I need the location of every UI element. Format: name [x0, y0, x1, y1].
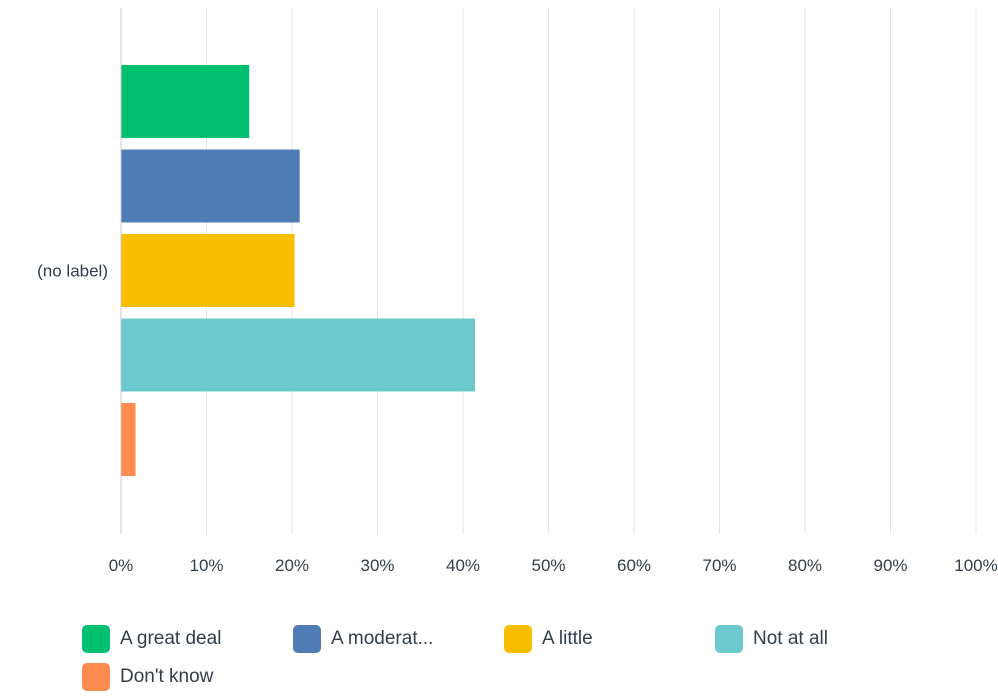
- legend-label: A little: [542, 628, 593, 649]
- legend-swatch: [504, 625, 532, 653]
- x-tick-label: 90%: [873, 556, 907, 575]
- x-tick-label: 0%: [109, 556, 134, 575]
- bar-don-t-know[interactable]: [121, 403, 136, 476]
- legend-item-a-moderately: A moderat...: [293, 624, 433, 654]
- x-tick-label: 40%: [446, 556, 480, 575]
- category-label: (no label): [37, 262, 108, 281]
- x-tick-label: 60%: [617, 556, 651, 575]
- legend-swatch: [293, 625, 321, 653]
- legend-swatch: [82, 663, 110, 691]
- legend-label: A moderat...: [331, 628, 434, 649]
- x-tick-label: 20%: [275, 556, 309, 575]
- legend-item-not-at-all: Not at all: [715, 624, 828, 654]
- x-tick-label: 80%: [788, 556, 822, 575]
- legend-label: Not at all: [753, 628, 828, 649]
- legend-label: A great deal: [120, 628, 222, 649]
- x-tick-label: 10%: [189, 556, 223, 575]
- x-tick-label: 100%: [954, 556, 997, 575]
- bar-not-at-all[interactable]: [121, 318, 475, 392]
- legend-item-a-great-deal: A great deal: [82, 624, 221, 654]
- x-tick-label: 70%: [702, 556, 736, 575]
- bar-group: [121, 65, 475, 476]
- x-tick-label: 50%: [531, 556, 565, 575]
- x-axis-ticks: 0% 10% 20% 30% 40% 50% 60% 70% 80% 90% 100%: [109, 556, 998, 575]
- bar-a-moderat[interactable]: [121, 149, 300, 223]
- legend-swatch: [82, 625, 110, 653]
- gridlines: [206, 8, 977, 534]
- legend-item-a-little: A little: [504, 624, 593, 654]
- legend-label: Don't know: [120, 666, 214, 687]
- legend-item-dont-know: Don't know: [82, 662, 213, 692]
- x-tick-label: 30%: [360, 556, 394, 575]
- bar-a-great-deal[interactable]: [121, 65, 250, 138]
- bar-a-little[interactable]: [121, 234, 295, 307]
- legend-swatch: [715, 625, 743, 653]
